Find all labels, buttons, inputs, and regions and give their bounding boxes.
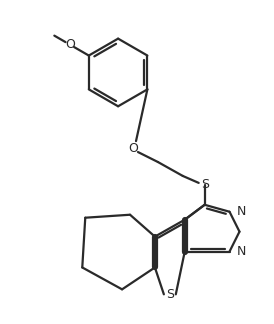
Text: N: N (236, 205, 246, 218)
Text: N: N (236, 245, 246, 258)
Text: S: S (166, 288, 174, 301)
Text: O: O (65, 38, 75, 51)
Text: O: O (128, 142, 138, 155)
Text: S: S (201, 179, 209, 191)
